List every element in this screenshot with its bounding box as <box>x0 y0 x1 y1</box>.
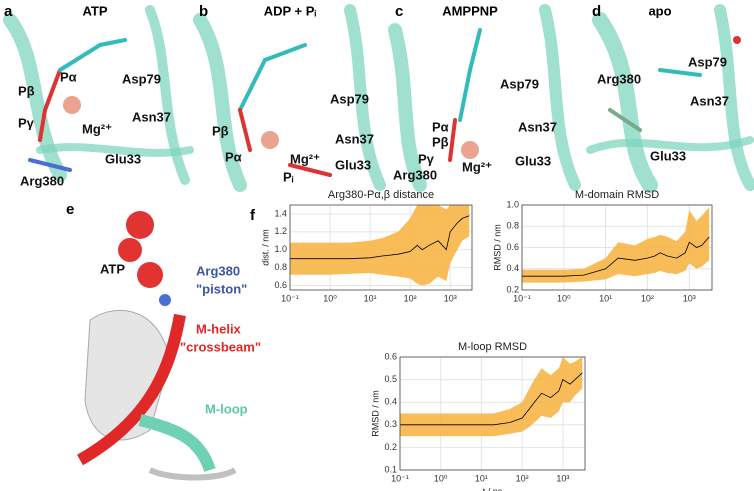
panel-label: b <box>199 3 208 20</box>
annotation: Glu33 <box>335 157 371 172</box>
x-tick-label: 10² <box>404 293 417 303</box>
y-tick-label: 0.4 <box>506 263 519 273</box>
annotation: Pα <box>432 119 449 134</box>
panel-a-image <box>3 5 194 185</box>
y-tick-label: 1.0 <box>274 244 287 254</box>
x-tick-label: 10¹ <box>364 293 377 303</box>
chart-title: Arg380-Pα,β distance <box>328 189 434 201</box>
annotation: Glu33 <box>515 153 551 168</box>
panel-title: AMPPNP <box>442 3 498 18</box>
annotation: Mg²⁺ <box>462 159 492 174</box>
annotation: Mg²⁺ <box>290 151 320 166</box>
error-band <box>522 207 710 283</box>
mean-line <box>400 372 583 426</box>
annotation: "crossbeam" <box>180 339 261 354</box>
annotation: Pγ <box>18 115 35 130</box>
charts: 10⁻¹ 10⁰ 10¹ 10² 10³ 0.6 0.8 1.0 1.2 1.4 Arg380-Pα… <box>260 189 713 491</box>
annotation: Asp79 <box>688 54 727 69</box>
y-tick-label: 0.6 <box>274 280 287 290</box>
annotation: Pγ <box>418 151 435 166</box>
panel-label: a <box>4 3 13 20</box>
annotation: "piston" <box>196 281 247 296</box>
panel-label: c <box>395 3 403 20</box>
annotation: Pβ <box>212 123 229 138</box>
x-tick-label: 10³ <box>556 473 569 483</box>
panel-label: e <box>66 201 74 218</box>
chart-title: M-loop RMSD <box>458 341 527 353</box>
error-band <box>400 357 583 437</box>
annotation: Arg380 <box>597 71 641 86</box>
y-tick-label: 0.1 <box>384 464 397 474</box>
panel-title: apo <box>648 3 671 18</box>
annotation: Pβ <box>432 134 449 149</box>
panel-title: ATP <box>82 3 107 18</box>
annotation: Arg380 <box>393 167 437 182</box>
y-tick-label: 0.5 <box>384 374 397 384</box>
x-tick-label: 10⁰ <box>323 293 337 303</box>
panel-d-image <box>586 4 754 193</box>
panel-c-image <box>388 4 581 192</box>
error-band <box>290 205 470 286</box>
mean-line <box>522 236 710 277</box>
panel-b-image <box>193 4 386 192</box>
y-axis-label: dist. / nm <box>260 229 270 266</box>
annotation: M-loop <box>205 401 248 416</box>
x-tick-label: 10⁰ <box>557 293 571 303</box>
annotation: Glu33 <box>105 151 141 166</box>
annotation: Asn37 <box>132 109 171 124</box>
y-axis-label: RMSD / nm <box>492 224 502 271</box>
y-tick-label: 1.4 <box>274 208 287 218</box>
y-tick-label: 0.6 <box>506 242 519 252</box>
x-tick-label: 10³ <box>444 293 457 303</box>
annotation: ATP <box>100 261 125 276</box>
y-tick-label: 0.3 <box>384 419 397 429</box>
annotation: Arg380 <box>20 173 64 188</box>
annotation: Pβ <box>18 83 35 98</box>
y-tick-label: 0.6 <box>384 351 397 361</box>
annotation: M-helix <box>196 321 242 336</box>
annotation: Asp79 <box>122 71 161 86</box>
x-tick-label: 10¹ <box>599 293 612 303</box>
y-tick-label: 0.2 <box>384 442 397 452</box>
axes-frame <box>399 356 586 471</box>
x-tick-label: 10⁻¹ <box>281 293 299 303</box>
x-axis-label: t / ns <box>483 486 503 491</box>
x-tick-label: 10² <box>641 293 654 303</box>
axes-frame <box>289 204 473 291</box>
annotation: Asp79 <box>500 76 539 91</box>
x-tick-label: 10⁰ <box>434 473 448 483</box>
x-tick-label: 10¹ <box>475 473 488 483</box>
annotation: Arg380 <box>196 263 240 278</box>
annotation: Glu33 <box>650 148 686 163</box>
x-tick-label: 10⁻¹ <box>513 293 531 303</box>
y-tick-label: 0.8 <box>274 262 287 272</box>
x-tick-label: 10² <box>516 473 529 483</box>
annotation: Asp79 <box>330 91 369 106</box>
y-tick-label: 1.0 <box>506 199 519 209</box>
x-tick-label: 10³ <box>683 293 696 303</box>
panel-e-image <box>77 211 237 481</box>
y-axis-label: RMSD / nm <box>370 390 380 437</box>
y-tick-label: 0.2 <box>506 284 519 294</box>
chart-title: M-domain RMSD <box>575 189 659 201</box>
y-tick-label: 0.4 <box>384 397 397 407</box>
annotation: Pᵢ <box>283 169 294 184</box>
annotation: Pα <box>60 69 77 84</box>
annotation: Mg²⁺ <box>82 121 112 136</box>
panel-title: ADP + Pᵢ <box>264 3 317 18</box>
annotation: Asn37 <box>335 131 374 146</box>
y-tick-label: 0.8 <box>506 221 519 231</box>
annotation: Asn37 <box>518 119 557 134</box>
y-tick-label: 1.2 <box>274 226 287 236</box>
panel-label: f <box>250 207 256 224</box>
panel-label: d <box>592 3 601 20</box>
axes-frame <box>521 204 713 291</box>
annotation: Asn37 <box>690 93 729 108</box>
mean-line <box>290 215 470 260</box>
annotation: Pα <box>225 149 242 164</box>
x-tick-label: 10⁻¹ <box>391 473 409 483</box>
